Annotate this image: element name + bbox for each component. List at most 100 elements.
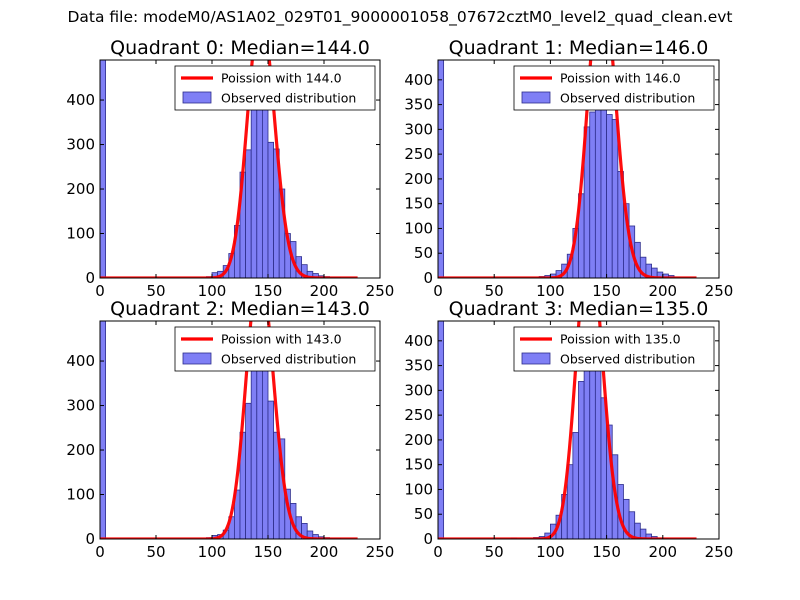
y-tick-label: 100 (66, 225, 95, 243)
x-tick-label: 100 (198, 282, 227, 300)
y-tick-label: 400 (66, 91, 95, 109)
y-tick-label: 50 (414, 505, 433, 523)
histogram-bar (267, 141, 274, 278)
histogram-bar (611, 119, 619, 278)
histogram-bar (100, 60, 106, 278)
y-tick-label: 0 (85, 530, 95, 548)
y-tick-label: 0 (423, 269, 433, 287)
legend: Poission with 146.0 Observed distribution (513, 65, 715, 111)
histogram-bar (245, 402, 252, 539)
figure-title: Data file: modeM0/AS1A02_029T01_90000010… (67, 8, 733, 26)
y-tick-label: 250 (404, 406, 433, 424)
histogram-bar (606, 114, 613, 278)
x-tick-label: 150 (592, 282, 621, 300)
x-tick-label: 0 (95, 282, 105, 300)
y-tick-label: 200 (404, 431, 433, 449)
y-tick-label: 300 (404, 381, 433, 399)
axes-frame (437, 59, 720, 279)
x-tick-label: 50 (485, 543, 504, 561)
histogram-bar (250, 356, 258, 539)
subplot-1: 0 50 100 150 200 250 0 50 100 150 200 250 300 350 400 Q… (404, 37, 733, 300)
legend-label: Poission with 143.0 (221, 332, 342, 347)
subplot-title: Quadrant 1: Median=146.0 (449, 37, 709, 59)
y-tick-label: 400 (404, 332, 433, 350)
legend: Poission with 144.0 Observed distribution (174, 65, 376, 111)
y-tick-label: 200 (66, 441, 95, 459)
histogram-bar (583, 360, 591, 539)
x-tick-label: 250 (366, 543, 395, 561)
x-tick-label: 100 (198, 543, 227, 561)
histogram-bar (594, 91, 602, 278)
legend: Poission with 143.0 Observed distribution (174, 326, 376, 372)
histogram-bar (256, 101, 263, 278)
histogram-bar (589, 111, 596, 278)
legend-label: Observed distribution (221, 352, 356, 367)
x-tick-label: 250 (705, 543, 734, 561)
legend-bar-swatch (182, 91, 212, 104)
x-tick-label: 200 (648, 543, 677, 561)
histogram-bar (438, 321, 445, 539)
x-tick-label: 200 (310, 543, 339, 561)
y-tick-label: 300 (66, 136, 95, 154)
histogram-bar (572, 432, 579, 539)
x-tick-label: 100 (536, 543, 565, 561)
legend-bar-swatch (521, 91, 551, 104)
axes-frame (99, 59, 381, 279)
histogram-bar (578, 381, 585, 539)
plot-area (100, 321, 359, 539)
subplot-title: Quadrant 3: Median=135.0 (449, 298, 709, 320)
x-tick-label: 150 (254, 282, 283, 300)
subplot-title: Quadrant 2: Median=143.0 (110, 298, 370, 320)
y-tick-label: 400 (66, 352, 95, 370)
x-tick-label: 200 (310, 282, 339, 300)
x-tick-label: 150 (254, 543, 283, 561)
x-tick-label: 0 (433, 282, 443, 300)
y-tick-label: 200 (66, 180, 95, 198)
x-tick-label: 100 (536, 282, 565, 300)
histogram-bar (438, 60, 445, 278)
legend-label: Observed distribution (560, 91, 695, 106)
x-tick-label: 50 (146, 543, 165, 561)
x-tick-label: 150 (592, 543, 621, 561)
axes-frame (437, 320, 720, 540)
histogram-bar (261, 358, 269, 539)
y-tick-label: 200 (404, 170, 433, 188)
y-tick-label: 100 (404, 219, 433, 237)
subplot-0: 0 50 100 150 200 250 0 100 200 300 400 Quadrant 0: … (66, 37, 395, 300)
histogram-bar (594, 360, 602, 539)
x-tick-label: 200 (648, 282, 677, 300)
legend-label: Poission with 146.0 (560, 71, 681, 86)
y-tick-label: 150 (404, 456, 433, 474)
y-tick-label: 400 (404, 71, 433, 89)
histogram-bar (250, 99, 258, 278)
x-tick-label: 50 (146, 282, 165, 300)
legend: Poission with 135.0 Observed distribution (513, 326, 715, 372)
y-tick-label: 300 (66, 397, 95, 415)
y-tick-label: 350 (404, 357, 433, 375)
y-tick-label: 150 (404, 195, 433, 213)
y-tick-label: 100 (404, 480, 433, 498)
y-tick-label: 50 (414, 244, 433, 262)
y-tick-label: 350 (404, 96, 433, 114)
legend-label: Poission with 144.0 (221, 71, 342, 86)
histogram-bar (261, 108, 269, 278)
axes-frame (99, 320, 381, 540)
y-tick-label: 0 (85, 269, 95, 287)
y-tick-label: 300 (404, 120, 433, 138)
legend-label: Observed distribution (221, 91, 356, 106)
subplot-3: 0 50 100 150 200 250 0 50 100 150 200 250 300 350 400 Q… (404, 298, 734, 561)
histogram-bar (245, 149, 252, 278)
legend-bar-swatch (182, 352, 212, 365)
subplot-title: Quadrant 0: Median=144.0 (110, 37, 370, 59)
y-tick-label: 100 (66, 486, 95, 504)
y-tick-label: 250 (404, 145, 433, 163)
histogram-bar (100, 321, 106, 539)
x-tick-label: 0 (95, 543, 105, 561)
plot-area (100, 60, 359, 278)
x-tick-label: 50 (485, 282, 504, 300)
x-tick-label: 250 (366, 282, 395, 300)
histogram-bar (267, 400, 274, 539)
legend-label: Poission with 135.0 (560, 332, 681, 347)
y-tick-label: 0 (423, 530, 433, 548)
